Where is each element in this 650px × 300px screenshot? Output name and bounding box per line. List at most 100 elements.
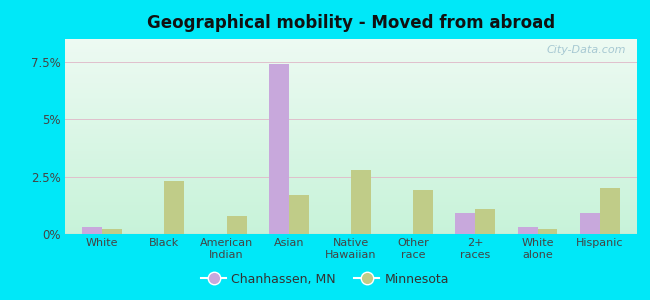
Bar	[65, 232, 637, 233]
Bar	[65, 134, 637, 136]
Bar	[351, 170, 371, 234]
Bar	[65, 85, 637, 86]
Bar	[65, 183, 637, 184]
Bar	[65, 165, 637, 166]
Bar	[65, 189, 637, 190]
Bar	[65, 179, 637, 180]
Bar	[65, 69, 637, 70]
Bar	[65, 155, 637, 156]
Bar	[65, 97, 637, 98]
Bar	[65, 44, 637, 45]
Bar	[65, 200, 637, 201]
Bar	[65, 113, 637, 114]
Bar	[65, 143, 637, 144]
Bar	[65, 170, 637, 171]
Bar	[65, 98, 637, 100]
Bar	[65, 123, 637, 124]
Bar	[65, 223, 637, 224]
Bar	[65, 175, 637, 176]
Bar	[65, 72, 637, 73]
Bar	[65, 156, 637, 157]
Bar	[65, 50, 637, 51]
Bar	[65, 215, 637, 217]
Bar	[65, 92, 637, 93]
Bar	[65, 131, 637, 132]
Bar	[65, 195, 637, 196]
Bar	[65, 64, 637, 65]
Bar	[65, 105, 637, 106]
Bar	[65, 226, 637, 227]
Bar	[65, 56, 637, 58]
Bar	[65, 39, 637, 40]
Bar	[65, 115, 637, 116]
Bar	[65, 193, 637, 194]
Bar	[65, 89, 637, 90]
Bar	[65, 157, 637, 158]
Bar	[65, 73, 637, 74]
Bar	[65, 145, 637, 146]
Bar	[65, 144, 637, 145]
Bar	[65, 129, 637, 130]
Bar	[65, 230, 637, 231]
Bar	[65, 231, 637, 232]
Bar	[65, 176, 637, 177]
Bar	[65, 146, 637, 147]
Bar	[65, 204, 637, 205]
Bar	[269, 64, 289, 234]
Bar	[65, 187, 637, 188]
Bar	[65, 225, 637, 226]
Bar	[65, 228, 637, 229]
Bar	[65, 116, 637, 117]
Bar	[65, 161, 637, 162]
Bar	[65, 100, 637, 101]
Bar	[65, 182, 637, 183]
Bar	[65, 87, 637, 88]
Bar	[456, 213, 475, 234]
Bar	[65, 71, 637, 72]
Bar	[65, 68, 637, 69]
Bar	[65, 149, 637, 150]
Bar	[65, 229, 637, 230]
Bar	[65, 138, 637, 140]
Bar	[65, 162, 637, 163]
Bar	[65, 210, 637, 211]
Bar	[65, 152, 637, 153]
Bar	[65, 106, 637, 107]
Bar	[65, 140, 637, 141]
Bar	[65, 153, 637, 154]
Bar	[65, 46, 637, 47]
Bar	[65, 77, 637, 78]
Bar	[65, 194, 637, 195]
Bar	[227, 216, 246, 234]
Bar	[65, 49, 637, 50]
Bar	[65, 159, 637, 160]
Bar	[65, 126, 637, 127]
Bar	[65, 190, 637, 191]
Bar	[65, 110, 637, 111]
Bar	[65, 206, 637, 207]
Bar	[65, 91, 637, 92]
Bar	[65, 86, 637, 87]
Bar	[65, 108, 637, 109]
Bar	[65, 151, 637, 152]
Bar	[65, 201, 637, 202]
Bar	[65, 148, 637, 149]
Bar	[65, 42, 637, 43]
Bar	[65, 188, 637, 189]
Bar	[65, 197, 637, 198]
Bar	[65, 117, 637, 118]
Bar	[65, 160, 637, 161]
Bar	[65, 75, 637, 76]
Bar	[65, 205, 637, 206]
Bar	[65, 185, 637, 186]
Bar	[65, 100, 637, 101]
Bar	[65, 217, 637, 218]
Bar	[65, 95, 637, 97]
Bar	[65, 198, 637, 199]
Bar	[65, 79, 637, 80]
Bar	[65, 128, 637, 129]
Bar	[65, 133, 637, 134]
Bar	[600, 188, 619, 234]
Bar	[65, 125, 637, 126]
Bar	[65, 141, 637, 142]
